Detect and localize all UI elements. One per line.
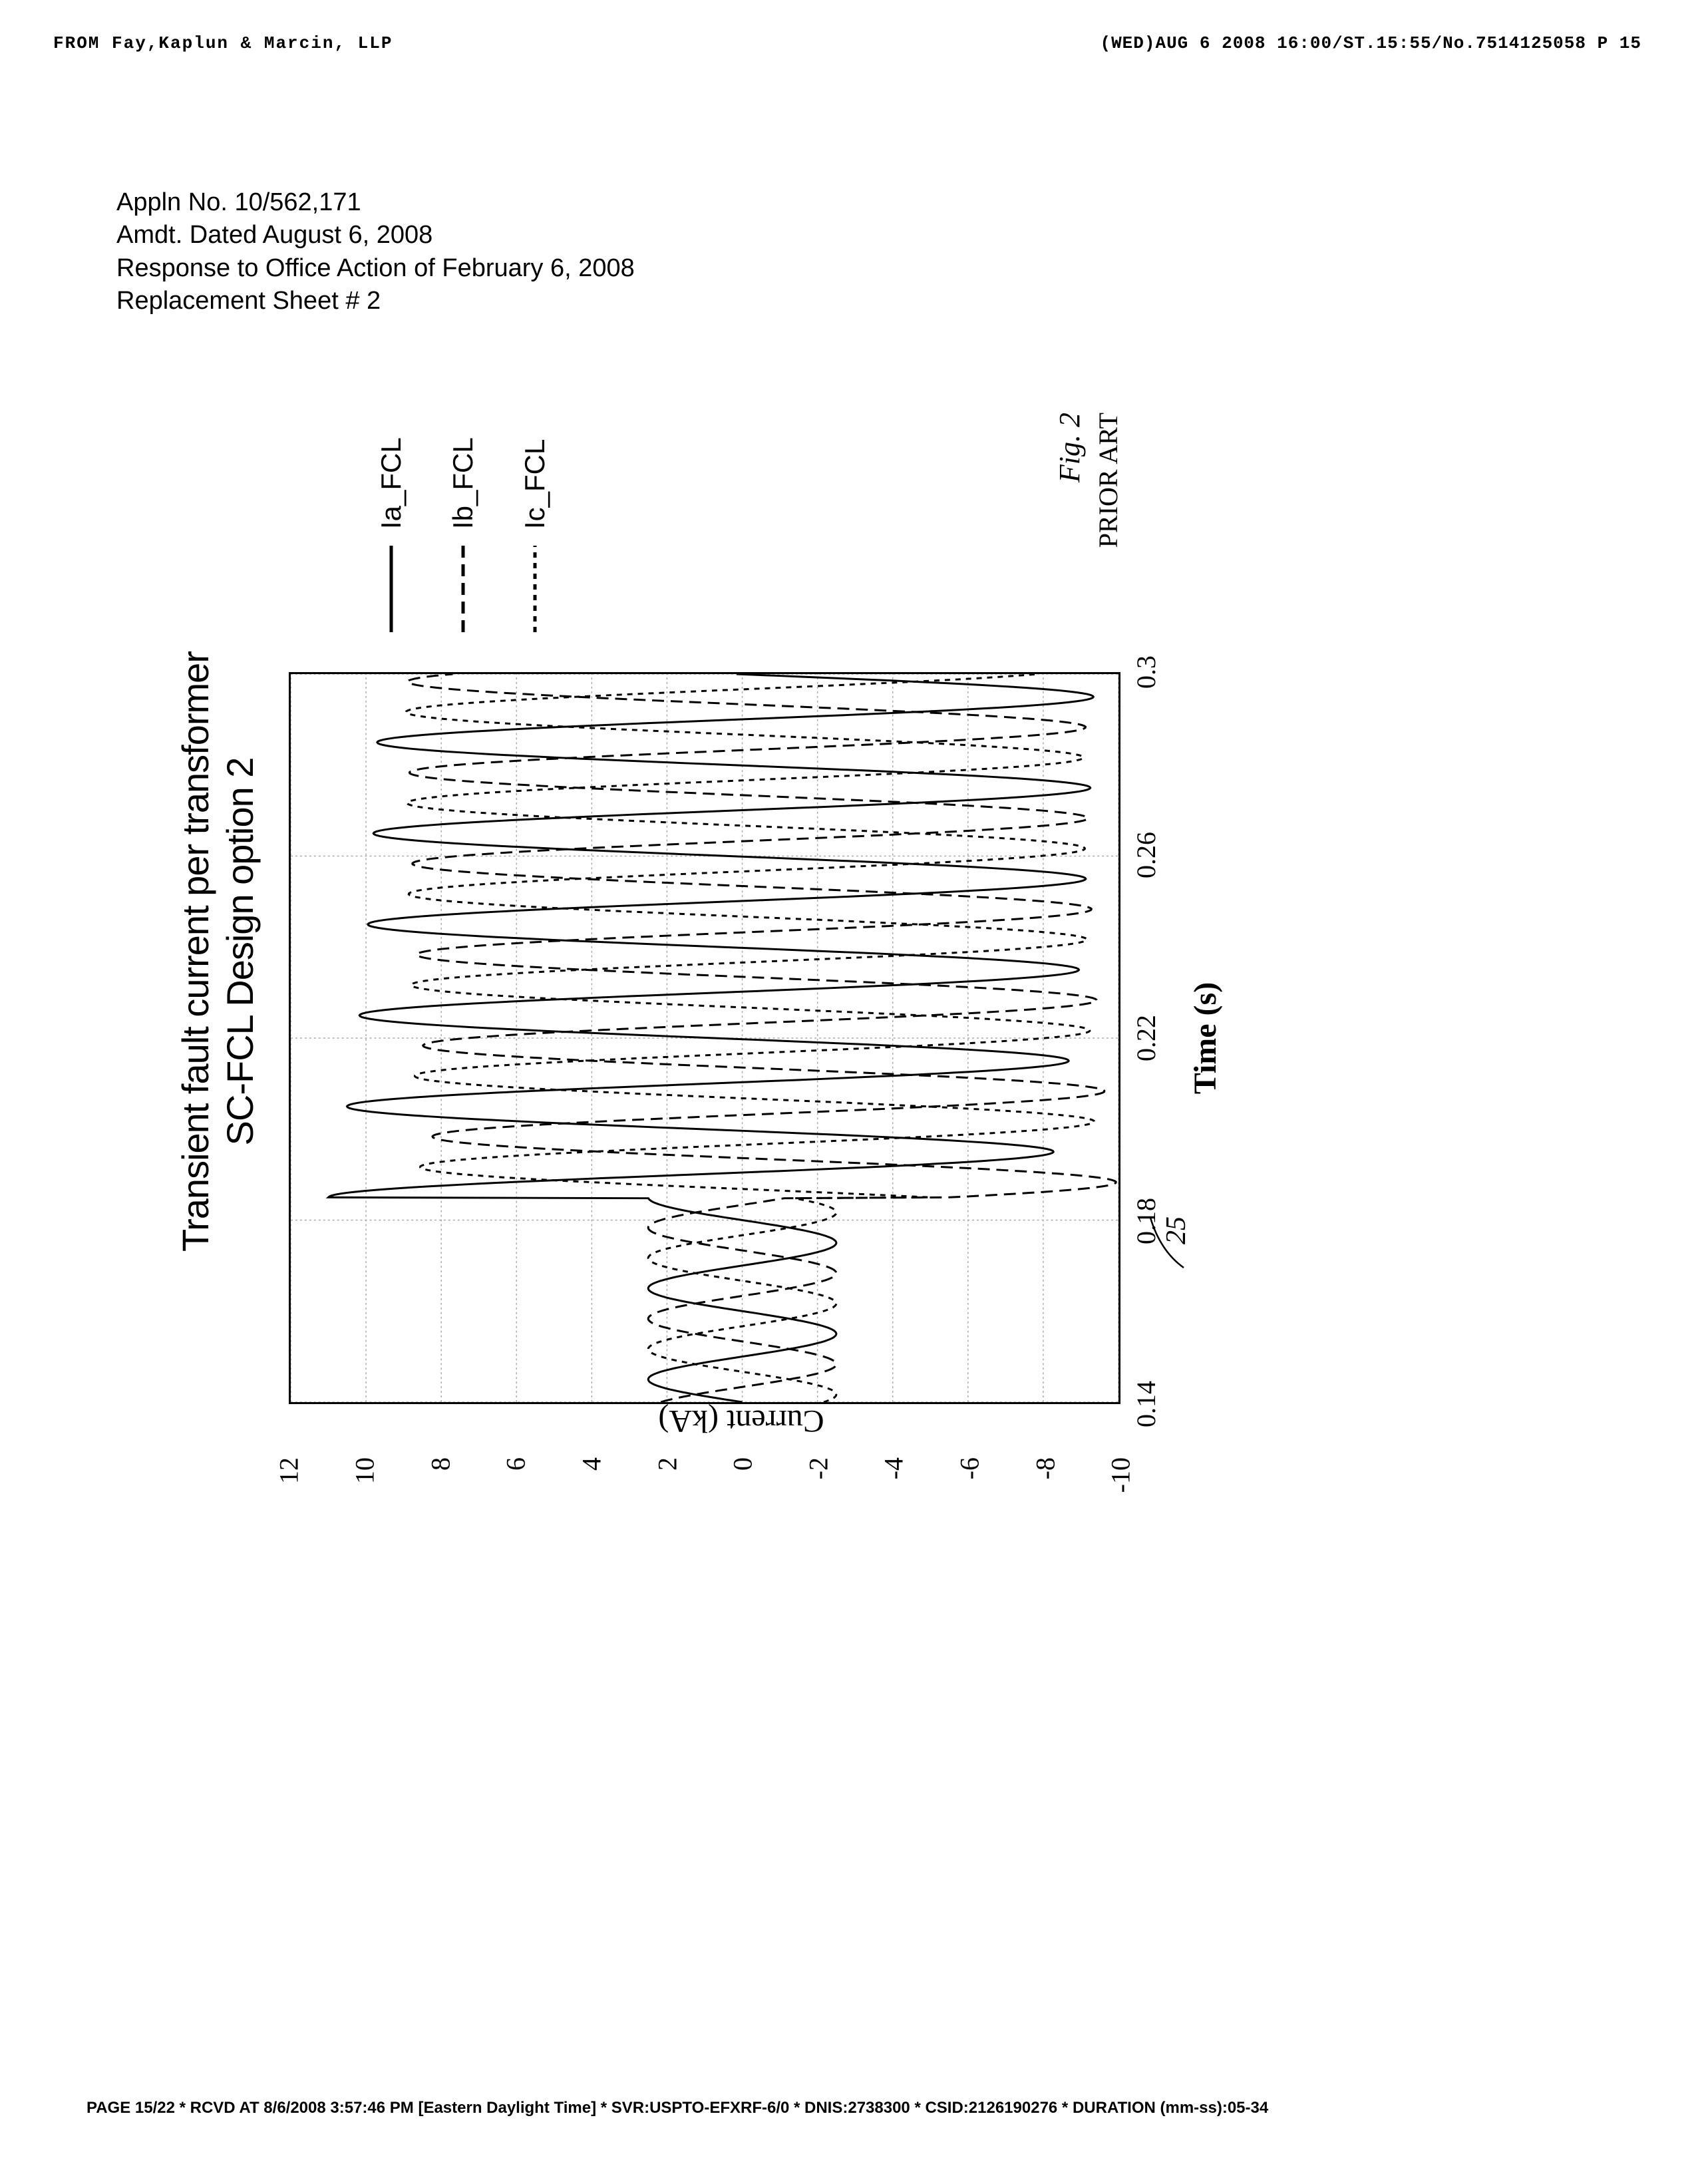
figure-caption: Fig. 2 PRIOR ART	[1049, 413, 1128, 548]
y-axis-label: Current (kA)	[659, 1403, 824, 1439]
fax-stamp: (WED)AUG 6 2008 16:00/ST.15:55/No.751412…	[1100, 33, 1641, 53]
legend: Ia_FCL Ib_FCL Ic_FCL	[375, 379, 591, 632]
prior-art-label: PRIOR ART	[1090, 413, 1127, 548]
y-tick-label: 10	[349, 1457, 381, 1484]
legend-line-sample	[460, 546, 466, 632]
legend-item: Ia_FCL	[375, 379, 407, 632]
annotation-arrow	[1147, 1211, 1187, 1271]
y-tick-label: -2	[802, 1457, 834, 1479]
replacement-sheet: Replacement Sheet # 2	[116, 285, 635, 317]
chart-title: Transient fault current per transformer …	[173, 379, 262, 1524]
x-tick-label: 0.3	[1130, 655, 1162, 689]
chart-container: Transient fault current per transformer …	[173, 379, 1317, 1524]
x-tick-label: 0.14	[1130, 1381, 1162, 1427]
y-tick-label: 0	[727, 1457, 759, 1471]
y-tick-label: 2	[651, 1457, 683, 1471]
plot-svg	[291, 674, 1118, 1402]
legend-item: Ib_FCL	[447, 379, 479, 632]
y-tick-label: 4	[576, 1457, 607, 1471]
page-footer: PAGE 15/22 * RCVD AT 8/6/2008 3:57:46 PM…	[86, 2099, 1622, 2117]
x-tick-label: 0.26	[1130, 832, 1162, 878]
response-line: Response to Office Action of February 6,…	[116, 252, 635, 285]
x-axis-label: Time (s)	[1187, 672, 1224, 1404]
appln-no: Appln No. 10/562,171	[116, 186, 635, 219]
chart-title-line2: SC-FCL Design option 2	[219, 758, 261, 1146]
legend-line-sample	[532, 546, 538, 632]
legend-label: Ib_FCL	[447, 437, 479, 529]
y-tick-label: 6	[500, 1457, 532, 1471]
y-tick-label: 8	[425, 1457, 456, 1471]
y-tick-label: -8	[1029, 1457, 1061, 1479]
legend-item: Ic_FCL	[519, 379, 551, 632]
document-header: Appln No. 10/562,171 Amdt. Dated August …	[116, 186, 635, 318]
legend-label: Ic_FCL	[519, 439, 551, 529]
x-tick-label: 0.22	[1130, 1015, 1162, 1061]
amdt-date: Amdt. Dated August 6, 2008	[116, 219, 635, 252]
y-tick-label: -6	[954, 1457, 985, 1479]
plot-wrapper: Current (kA) -10 -8 -6 -4 -2 0 2 4 6 8 10 12 0.14 0.…	[275, 379, 1207, 1524]
fig-number: Fig. 2	[1049, 413, 1091, 548]
legend-label: Ia_FCL	[375, 437, 407, 529]
legend-line-sample	[388, 546, 395, 632]
y-tick-label: -10	[1105, 1457, 1136, 1493]
chart-title-line1: Transient fault current per transformer	[174, 651, 216, 1252]
plot-area	[289, 672, 1120, 1404]
y-tick-label: 12	[273, 1457, 305, 1484]
fax-from: FROM Fay,Kaplun & Marcin, LLP	[53, 33, 393, 53]
y-tick-label: -4	[878, 1457, 910, 1479]
